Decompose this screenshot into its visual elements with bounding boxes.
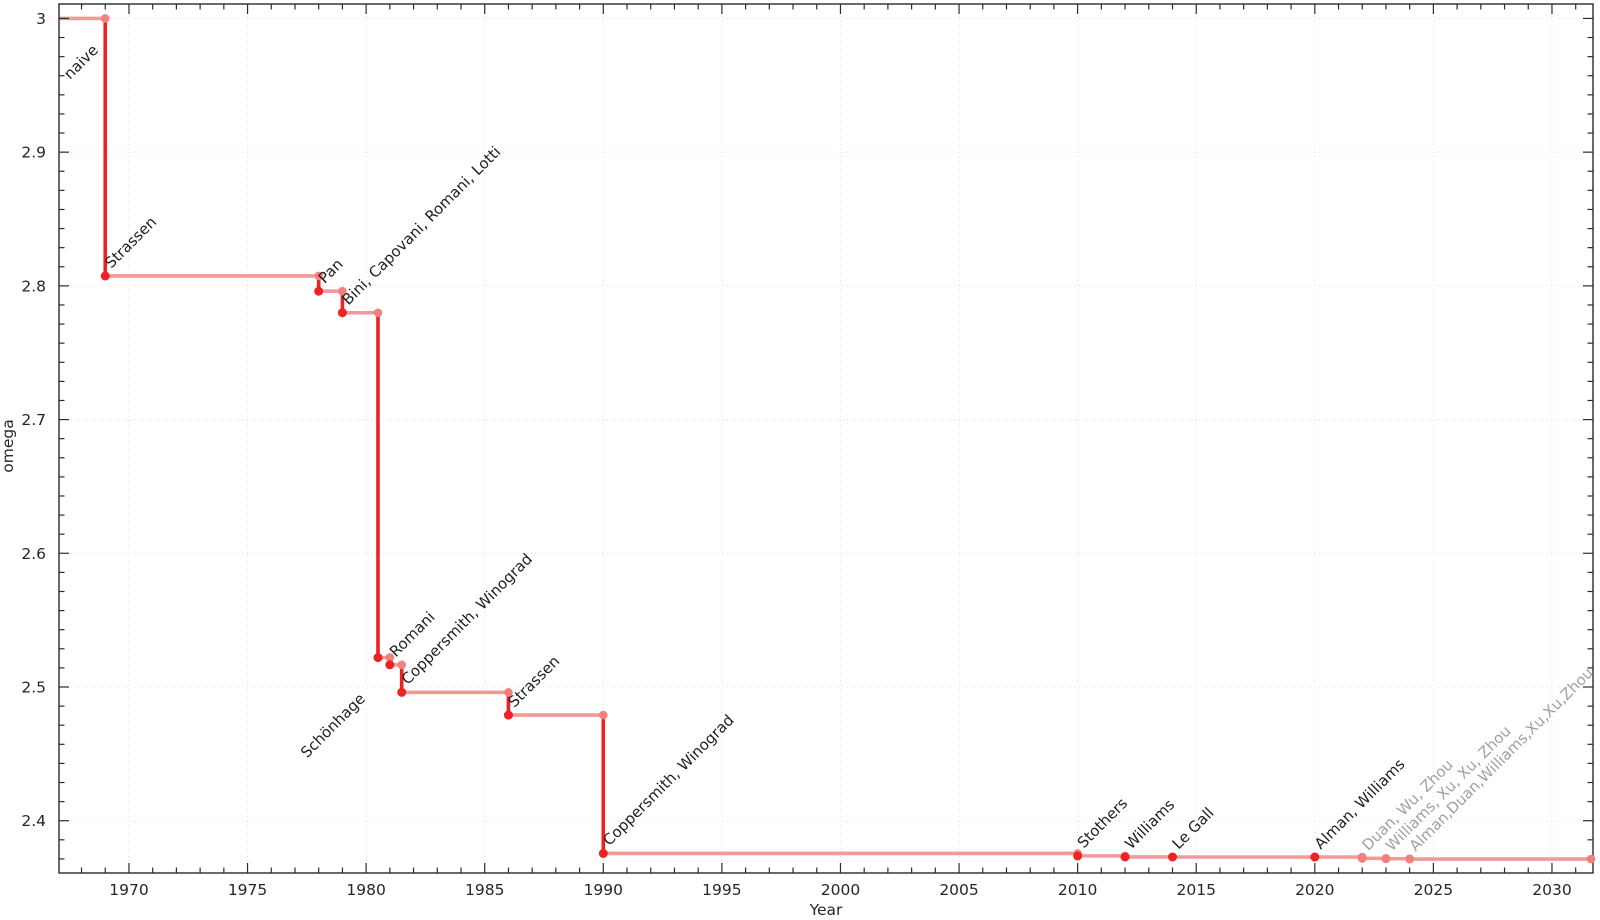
y-tick-label: 2.8 xyxy=(21,277,46,295)
annotation-label: Alman,Duan,Williams,Xu,Xu,Zhou xyxy=(1406,664,1597,855)
annotation-label: Coppersmith, Winograd xyxy=(599,711,737,849)
annotation-label: Strassen xyxy=(101,213,160,272)
data-point-markers xyxy=(100,14,1596,864)
x-tick-label: 1990 xyxy=(584,881,623,899)
annotation-label: naive xyxy=(60,41,102,83)
data-point-dot xyxy=(100,271,110,281)
prev-bound-dot xyxy=(504,688,513,697)
x-tick-label: 1995 xyxy=(702,881,741,899)
prev-bound-dot xyxy=(397,660,407,670)
y-tick-label: 3 xyxy=(36,10,46,28)
annotation-label: Williams, Xu, Xu, Zhou xyxy=(1382,722,1515,855)
data-point-dot xyxy=(373,653,383,663)
y-axis-label: omega xyxy=(0,419,17,472)
x-tick-label: 2010 xyxy=(1058,881,1097,899)
annotation-label: Le Gall xyxy=(1169,804,1218,853)
series-end-dot xyxy=(1586,854,1596,864)
prev-bound-dot xyxy=(100,14,110,23)
x-tick-label: 2000 xyxy=(821,881,860,899)
data-point-dot xyxy=(397,687,407,697)
x-tick-label: 2020 xyxy=(1295,881,1334,899)
y-tick-label: 2.9 xyxy=(21,144,46,162)
data-point-dot xyxy=(1168,852,1178,862)
y-tick-label: 2.6 xyxy=(21,545,46,563)
annotation-label: Bini, Capovani, Romani, Lotti xyxy=(339,143,505,309)
x-tick-label: 2015 xyxy=(1176,881,1215,899)
x-axis-label: Year xyxy=(809,901,843,919)
x-tick-label: 2030 xyxy=(1532,881,1571,899)
prev-bound-dot xyxy=(373,308,383,318)
x-tick-label: 1975 xyxy=(228,881,267,899)
data-point-dot xyxy=(1310,852,1320,862)
data-point-dot xyxy=(337,308,347,318)
x-tick-label: 1970 xyxy=(109,881,148,899)
step-series xyxy=(59,16,1593,861)
annotation-label: Stothers xyxy=(1074,794,1132,852)
x-tick-label: 2025 xyxy=(1414,881,1453,899)
prev-bound-dot xyxy=(314,271,323,281)
tick-labels: 1970 1975 1980 1985 1990 1995 2000 2005 2010 2015… xyxy=(21,10,1571,899)
annotation-label: Strassen xyxy=(505,652,564,711)
data-point-dot xyxy=(503,710,513,720)
data-point-dot xyxy=(385,660,395,670)
annotation-label: Schönhage xyxy=(297,690,369,762)
data-point-dot xyxy=(1357,853,1367,863)
data-point-dot xyxy=(1381,854,1391,864)
plot-frame xyxy=(58,3,1594,874)
data-point-dot xyxy=(1120,852,1130,862)
x-tick-label: 2005 xyxy=(939,881,978,899)
data-point-dot xyxy=(314,286,324,296)
prev-bound-dot xyxy=(385,653,395,662)
x-tick-label: 1985 xyxy=(465,881,504,899)
y-tick-label: 2.5 xyxy=(21,679,46,697)
prev-bound-dot xyxy=(598,710,608,720)
y-tick-label: 2.7 xyxy=(21,411,46,429)
annotation-label: Williams xyxy=(1121,796,1178,853)
y-tick-label: 2.4 xyxy=(21,812,46,830)
gridlines xyxy=(59,4,1593,873)
data-point-dot xyxy=(1073,851,1083,861)
data-point-dot xyxy=(598,848,608,858)
prev-bound-dot xyxy=(338,286,347,296)
x-tick-label: 1980 xyxy=(346,881,385,899)
plot-frame-and-ticks xyxy=(58,3,1594,874)
data-point-dot xyxy=(1405,854,1415,864)
